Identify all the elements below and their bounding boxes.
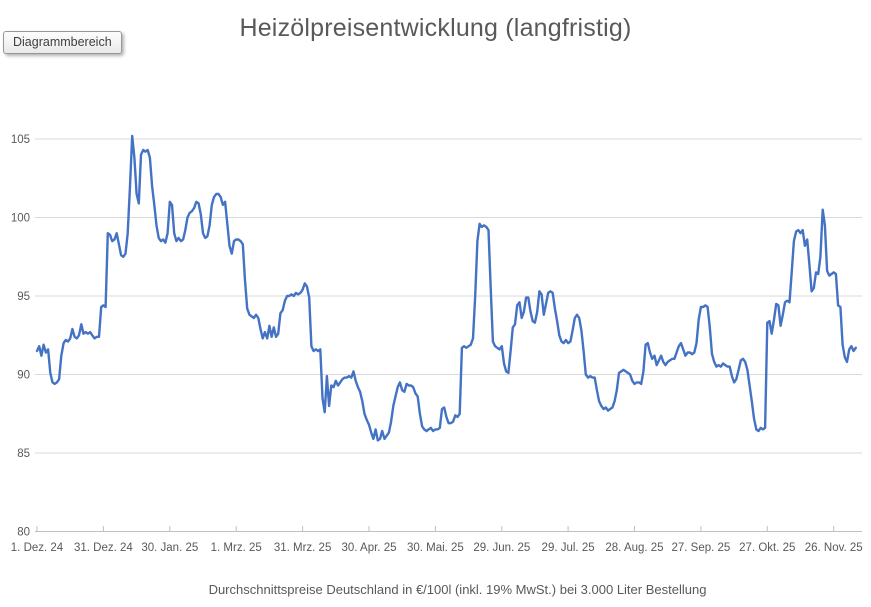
x-axis: [35, 526, 862, 532]
svg-text:90: 90: [17, 370, 30, 382]
svg-text:29. Jun. 25: 29. Jun. 25: [473, 542, 530, 554]
svg-text:26. Nov. 25: 26. Nov. 25: [805, 542, 863, 554]
svg-text:31. Mrz. 25: 31. Mrz. 25: [274, 542, 332, 554]
svg-text:30. Apr. 25: 30. Apr. 25: [342, 542, 397, 554]
gridlines: [35, 138, 862, 454]
chart-area-tooltip: Diagrammbereich: [3, 31, 122, 54]
svg-text:100: 100: [11, 213, 30, 225]
chart-caption: Durchschnittspreise Deutschland in €/100…: [208, 582, 707, 597]
svg-text:1. Dez. 24: 1. Dez. 24: [11, 542, 64, 554]
svg-text:1. Mrz. 25: 1. Mrz. 25: [211, 542, 262, 554]
svg-text:31. Dez. 24: 31. Dez. 24: [74, 542, 133, 554]
svg-text:95: 95: [17, 291, 30, 303]
chart-title[interactable]: Heizölpreisentwicklung (langfristig): [239, 14, 632, 42]
svg-text:27. Sep. 25: 27. Sep. 25: [671, 542, 730, 554]
svg-text:105: 105: [11, 134, 30, 146]
x-axis-labels: 1. Dez. 24 31. Dez. 24 30. Jan. 25 1. Mrz. …: [11, 542, 863, 554]
price-line: [35, 134, 857, 442]
svg-text:80: 80: [17, 527, 30, 539]
svg-text:85: 85: [17, 448, 30, 460]
y-axis-labels: 80 85 90 95 100 105: [11, 134, 30, 539]
svg-text:30. Jan. 25: 30. Jan. 25: [141, 542, 198, 554]
svg-text:29. Jul. 25: 29. Jul. 25: [542, 542, 595, 554]
svg-text:27. Okt. 25: 27. Okt. 25: [739, 542, 795, 554]
svg-text:30. Mai. 25: 30. Mai. 25: [407, 542, 464, 554]
svg-text:28. Aug. 25: 28. Aug. 25: [605, 542, 663, 554]
